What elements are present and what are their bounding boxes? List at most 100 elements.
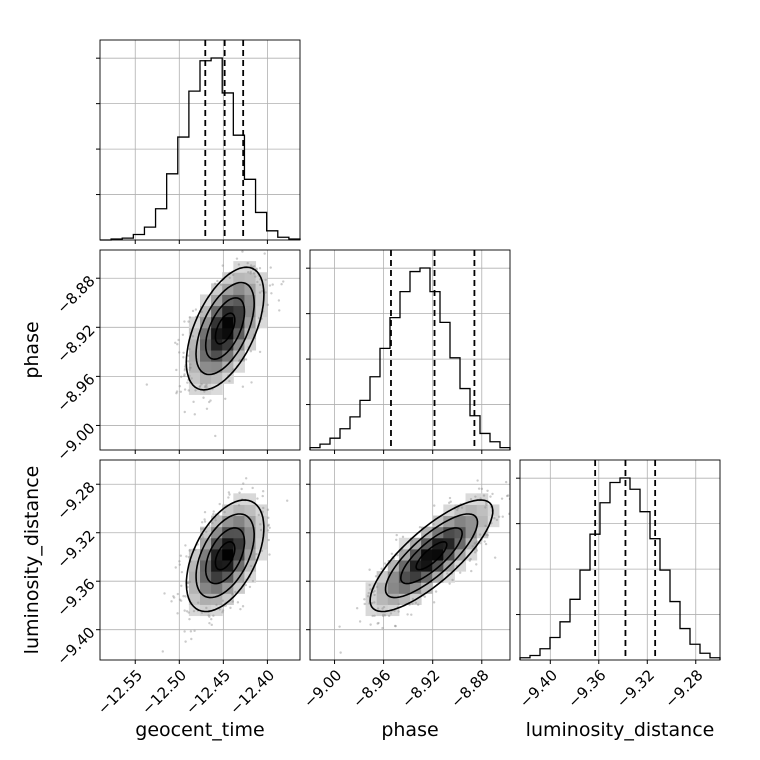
sample-point bbox=[255, 267, 258, 270]
sample-point bbox=[482, 494, 486, 497]
density-cell bbox=[376, 571, 389, 583]
sample-point bbox=[264, 291, 267, 294]
density-cell bbox=[432, 548, 444, 561]
sample-point bbox=[389, 612, 393, 615]
density-cell bbox=[222, 316, 234, 329]
sample-point bbox=[247, 271, 250, 274]
x-tick-label-luminosity_distance: −9.32 bbox=[613, 666, 658, 711]
sample-point bbox=[249, 264, 253, 267]
sample-point bbox=[180, 375, 183, 379]
sample-point bbox=[469, 497, 473, 501]
density-cell bbox=[200, 305, 212, 318]
density-cell bbox=[233, 548, 245, 561]
panel-frame bbox=[309, 249, 511, 451]
sample-point bbox=[250, 381, 253, 384]
sample-point bbox=[250, 245, 252, 247]
density-cell bbox=[244, 493, 257, 505]
density-cell bbox=[233, 504, 245, 517]
sample-point bbox=[241, 250, 244, 253]
density-cell bbox=[211, 283, 223, 295]
density-cell bbox=[233, 526, 245, 539]
sample-point bbox=[172, 596, 176, 599]
sample-point bbox=[188, 368, 191, 371]
density-cell bbox=[255, 283, 268, 295]
density-cell bbox=[188, 571, 201, 583]
density-cell bbox=[244, 316, 257, 329]
density-cell bbox=[200, 582, 212, 594]
sample-point bbox=[282, 280, 285, 283]
sample-point bbox=[182, 356, 185, 359]
sample-point bbox=[194, 308, 198, 311]
sample-point bbox=[508, 512, 510, 516]
density-cell bbox=[454, 526, 467, 539]
density-cell bbox=[398, 571, 411, 583]
density-cell bbox=[233, 493, 245, 505]
histogram-luminosity_distance bbox=[519, 477, 721, 660]
sample-point bbox=[203, 390, 206, 393]
sample-point bbox=[183, 388, 187, 391]
sample-point bbox=[190, 377, 193, 380]
sample-point bbox=[221, 264, 224, 267]
sample-point bbox=[268, 553, 271, 556]
density-cell bbox=[255, 515, 268, 528]
sample-point bbox=[473, 551, 477, 554]
density-cell bbox=[233, 283, 245, 295]
sample-point bbox=[484, 542, 488, 546]
sample-point bbox=[261, 245, 263, 247]
sample-point bbox=[176, 343, 179, 346]
sample-point bbox=[221, 599, 225, 602]
density-cell bbox=[233, 361, 245, 373]
sample-point bbox=[170, 600, 173, 603]
sample-point bbox=[161, 650, 164, 653]
sample-point bbox=[223, 510, 226, 514]
sample-point bbox=[382, 613, 385, 616]
sample-point bbox=[251, 486, 254, 490]
sample-point bbox=[267, 523, 270, 527]
density-cell bbox=[233, 350, 245, 362]
panel-frame bbox=[99, 459, 301, 661]
sample-point bbox=[376, 622, 379, 625]
sample-point bbox=[266, 529, 270, 532]
sample-point bbox=[199, 384, 202, 388]
sample-point bbox=[213, 282, 217, 285]
sample-point bbox=[449, 500, 452, 503]
density-cell bbox=[443, 515, 455, 528]
sample-point bbox=[237, 263, 241, 266]
x-tick-label-phase: −8.96 bbox=[349, 666, 394, 711]
sample-point bbox=[258, 291, 262, 294]
sample-point bbox=[203, 510, 207, 514]
density-cell bbox=[244, 272, 257, 284]
scatter-layer bbox=[338, 479, 510, 654]
density-cell bbox=[188, 338, 201, 351]
density-cell bbox=[211, 338, 223, 351]
density-cell bbox=[233, 261, 245, 273]
sample-point bbox=[190, 637, 193, 641]
density-cell bbox=[443, 537, 455, 550]
density-cell bbox=[244, 294, 257, 307]
sample-point bbox=[231, 273, 235, 277]
density-cell bbox=[398, 593, 411, 605]
contour-level-0 bbox=[214, 312, 236, 345]
sample-point bbox=[387, 614, 391, 618]
y-tick-label-luminosity_distance: −9.40 bbox=[53, 624, 98, 669]
sample-point bbox=[373, 589, 376, 593]
density-cell bbox=[222, 305, 234, 318]
density-cell bbox=[443, 548, 455, 561]
density-cell bbox=[211, 316, 223, 329]
sample-point bbox=[246, 261, 249, 265]
density-cell bbox=[255, 504, 268, 517]
sample-point bbox=[187, 320, 190, 323]
histogram-phase bbox=[309, 267, 511, 450]
density-cell bbox=[188, 350, 201, 362]
contour-level-1 bbox=[204, 527, 246, 585]
sample-point bbox=[376, 607, 380, 610]
sample-point bbox=[186, 581, 190, 584]
sample-point bbox=[242, 580, 245, 583]
sample-point bbox=[227, 491, 231, 494]
sample-point bbox=[180, 570, 184, 574]
sample-point bbox=[432, 601, 436, 604]
density-cell bbox=[487, 515, 500, 528]
sample-point bbox=[338, 625, 341, 628]
scatter-panel-phase-vs-geocent_time: −9.00−8.96−8.92−8.88 phase bbox=[21, 245, 301, 465]
sample-point bbox=[179, 599, 183, 602]
